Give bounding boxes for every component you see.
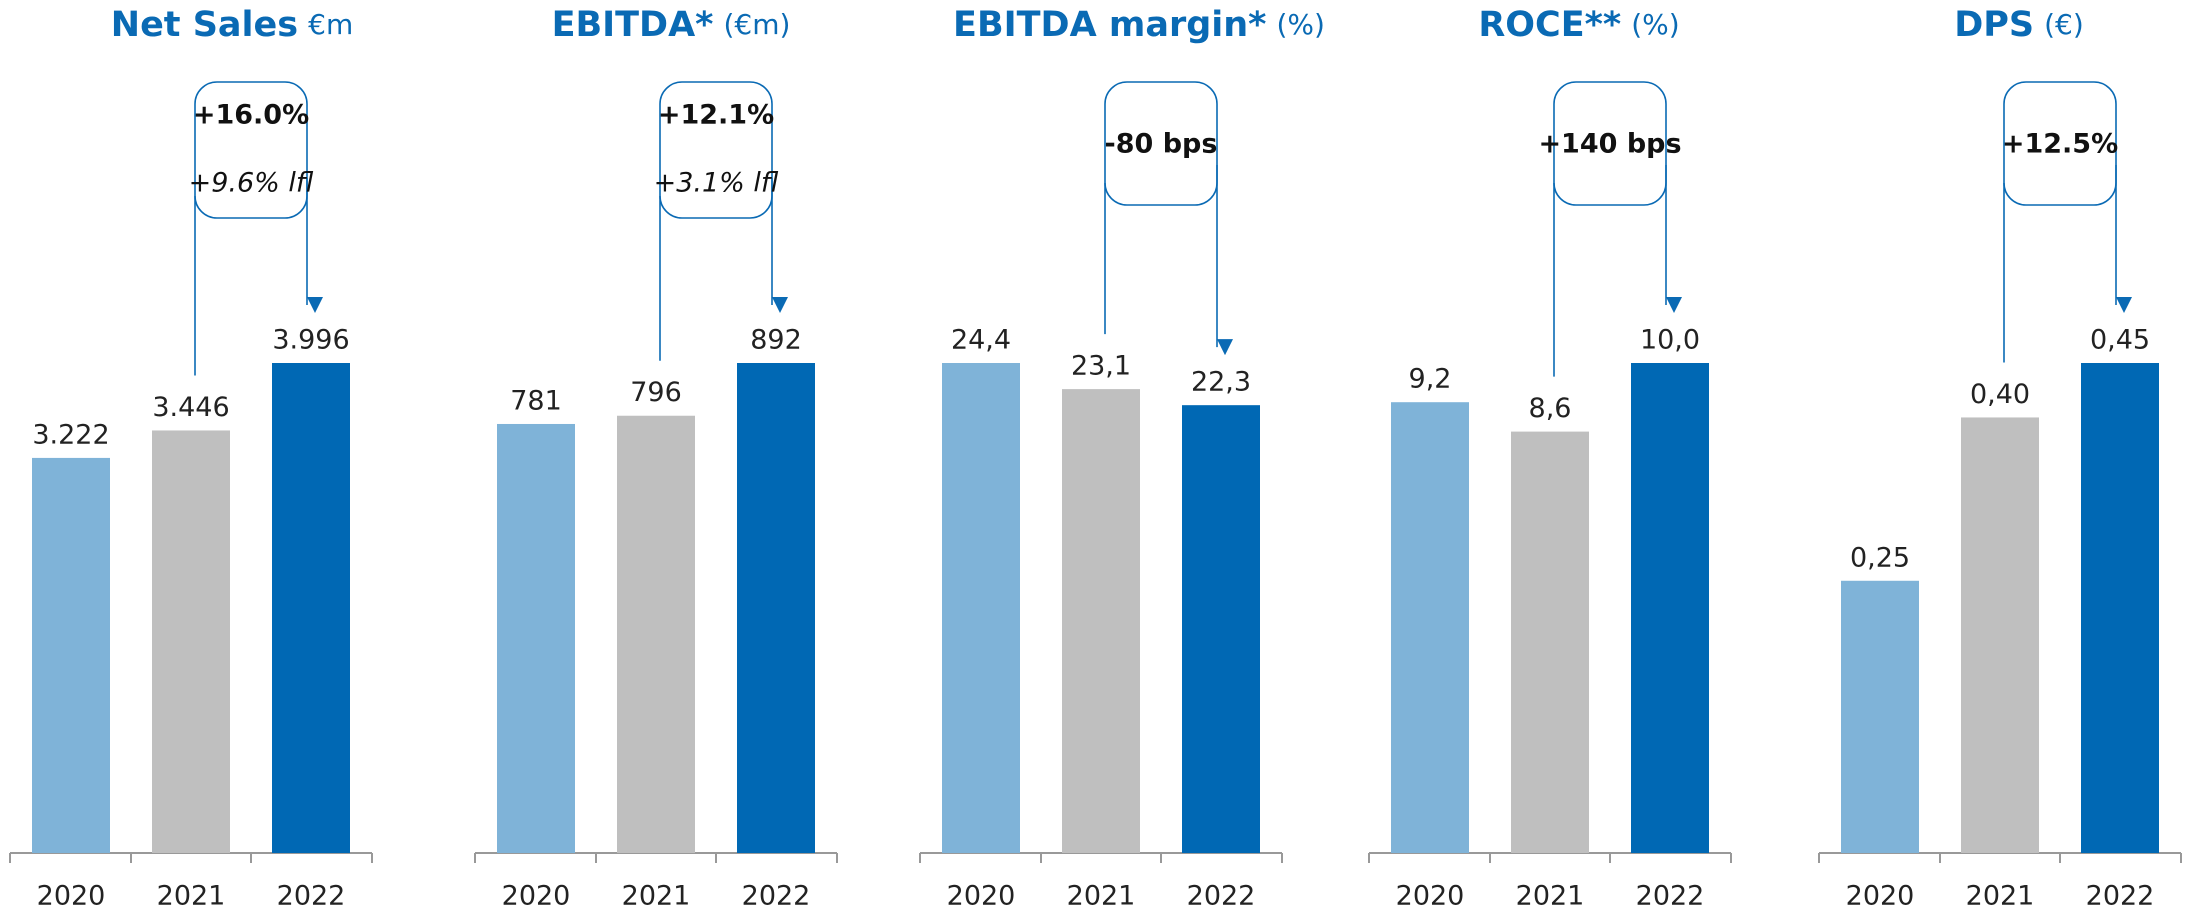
x-tick-label: 2022 — [742, 881, 811, 912]
chart-title: Net Sales €m — [111, 5, 353, 45]
value-label: 3.446 — [152, 392, 229, 423]
callout-box — [194, 81, 308, 219]
x-tick-label: 2020 — [502, 881, 571, 912]
title-unit: €m — [308, 8, 353, 41]
callout-text: +140 bps — [1538, 129, 1681, 160]
callout-text: -80 bps — [1105, 129, 1218, 160]
x-tick-label: 2021 — [622, 881, 691, 912]
callout-box — [1553, 81, 1667, 206]
chart-title: DPS (€) — [1954, 5, 2084, 45]
chart-title: EBITDA* (€m) — [552, 5, 791, 45]
value-label: 796 — [630, 377, 682, 408]
value-label: 10,0 — [1640, 325, 1700, 356]
callout-text: +12.1% — [658, 100, 774, 131]
x-tick-label: 2021 — [1067, 881, 1136, 912]
callout-box — [659, 81, 773, 219]
bar — [1961, 417, 2039, 853]
title-main: DPS — [1954, 5, 2034, 45]
value-label: 3.222 — [32, 419, 109, 450]
x-tick-label: 2020 — [1846, 881, 1915, 912]
value-label: 22,3 — [1191, 367, 1251, 398]
callout-box — [1104, 81, 1218, 206]
bar — [2081, 363, 2159, 853]
bar — [1841, 580, 1919, 853]
chart-title: ROCE** (%) — [1478, 5, 1679, 45]
chart-title: EBITDA margin* (%) — [953, 5, 1325, 45]
value-label: 0,25 — [1850, 542, 1910, 573]
bar — [1391, 402, 1469, 853]
title-unit: (%) — [1276, 8, 1324, 41]
bar — [942, 363, 1020, 853]
callout-text: +3.1% lfl — [654, 168, 779, 199]
bar — [1062, 389, 1140, 853]
title-main: Net Sales — [111, 5, 298, 45]
x-tick-label: 2020 — [1396, 881, 1465, 912]
value-label: 892 — [750, 325, 802, 356]
bar — [32, 457, 110, 853]
bar — [497, 423, 575, 853]
value-label: 0,40 — [1970, 379, 2030, 410]
x-tick-label: 2022 — [1636, 881, 1705, 912]
value-label: 8,6 — [1529, 393, 1572, 424]
x-tick-label: 2022 — [277, 881, 346, 912]
title-unit: (€m) — [724, 8, 791, 41]
bar — [1631, 363, 1709, 853]
x-tick-label: 2021 — [1966, 881, 2035, 912]
title-unit: (%) — [1631, 8, 1679, 41]
callout-text: +12.5% — [2002, 129, 2118, 160]
value-label: 0,45 — [2090, 325, 2150, 356]
title-main: EBITDA* — [552, 5, 714, 45]
value-label: 781 — [510, 385, 562, 416]
value-label: 23,1 — [1071, 351, 1131, 382]
bar — [737, 363, 815, 853]
bar — [152, 430, 230, 853]
x-tick-label: 2022 — [2086, 881, 2155, 912]
value-label: 24,4 — [951, 325, 1011, 356]
x-tick-label: 2021 — [157, 881, 226, 912]
title-main: ROCE** — [1478, 5, 1621, 45]
callout-text: +9.6% lfl — [189, 168, 314, 199]
bar — [272, 363, 350, 853]
bar — [617, 415, 695, 853]
x-tick-label: 2022 — [1187, 881, 1256, 912]
x-tick-label: 2020 — [947, 881, 1016, 912]
value-label: 9,2 — [1409, 364, 1452, 395]
title-unit: (€) — [2044, 8, 2084, 41]
bar — [1182, 405, 1260, 853]
x-tick-label: 2020 — [37, 881, 106, 912]
callout-text: +16.0% — [193, 100, 309, 131]
title-main: EBITDA margin* — [953, 5, 1266, 45]
bar — [1511, 431, 1589, 853]
callout-box — [2003, 81, 2117, 206]
x-tick-label: 2021 — [1516, 881, 1585, 912]
value-label: 3.996 — [272, 325, 349, 356]
